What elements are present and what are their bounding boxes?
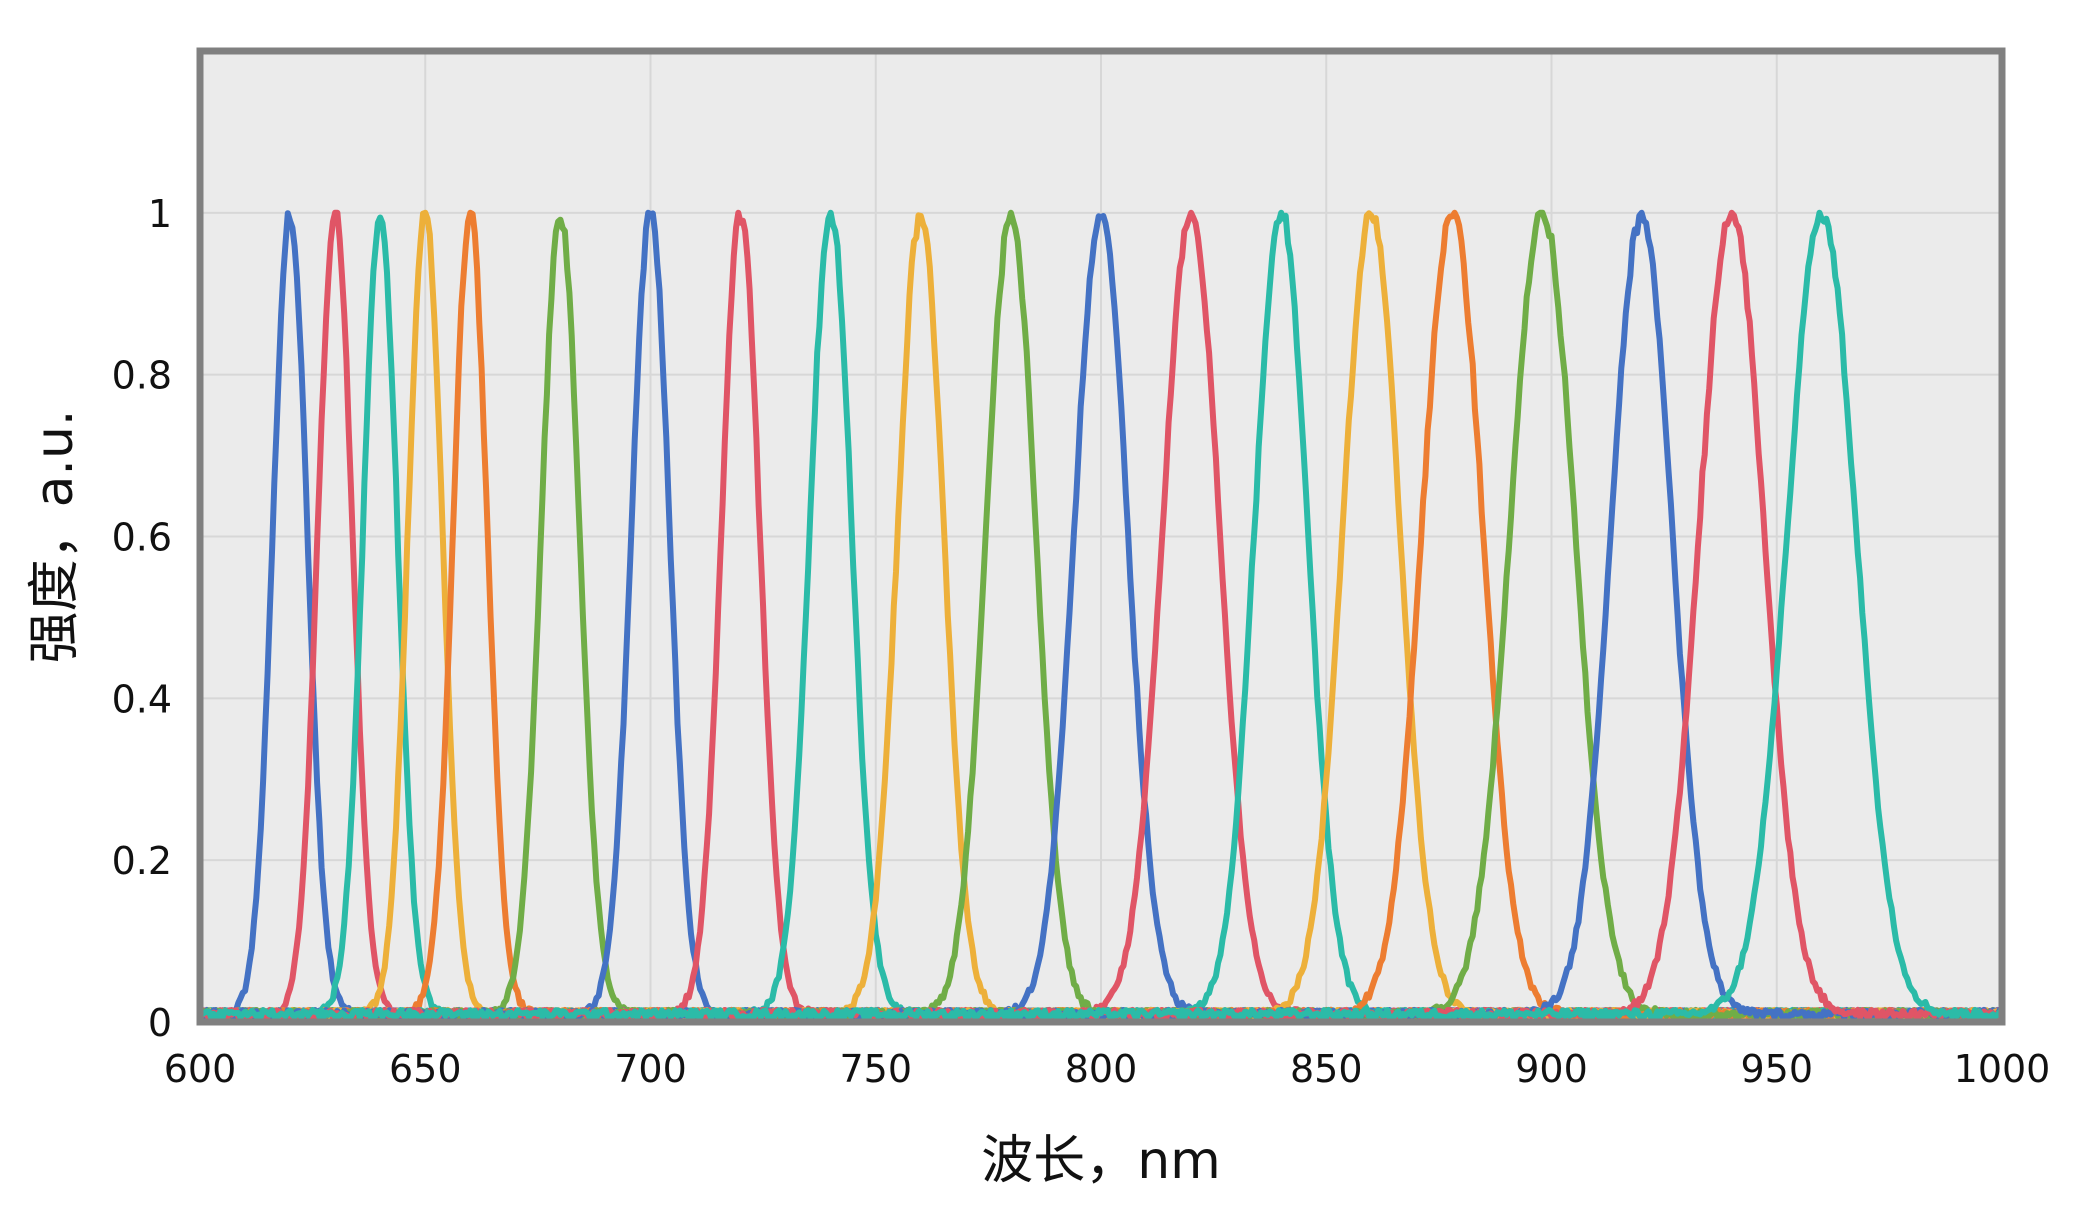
x-tick-label: 700 — [614, 1047, 687, 1091]
x-tick-label: 1000 — [1954, 1047, 2051, 1091]
x-tick-label: 600 — [164, 1047, 237, 1091]
y-tick-label: 0 — [148, 1001, 172, 1045]
x-tick-label: 900 — [1515, 1047, 1588, 1091]
y-tick-label: 0.4 — [112, 677, 172, 721]
series-line-960 — [197, 209, 2005, 1021]
y-tick-label: 0.2 — [112, 839, 172, 883]
series-group — [197, 209, 2005, 1021]
y-tick-label: 0.8 — [112, 354, 172, 398]
x-tick-label: 950 — [1740, 1047, 1813, 1091]
x-axis-title: 波长，nm — [981, 1131, 1221, 1191]
x-tick-label: 850 — [1290, 1047, 1363, 1091]
x-tick-label: 750 — [839, 1047, 912, 1091]
y-tick-label: 0.6 — [112, 516, 172, 560]
y-tick-labels: 0 0.2 0.4 0.6 0.8 1 — [112, 192, 172, 1045]
y-tick-label: 1 — [148, 192, 172, 236]
x-tick-label: 650 — [389, 1047, 462, 1091]
x-tick-label: 800 — [1065, 1047, 1138, 1091]
x-tick-labels: 600 650 700 750 800 850 900 950 1000 — [164, 1047, 2051, 1091]
plot-frame — [196, 47, 2006, 1026]
y-axis-title: 强度，a.u. — [25, 410, 85, 664]
